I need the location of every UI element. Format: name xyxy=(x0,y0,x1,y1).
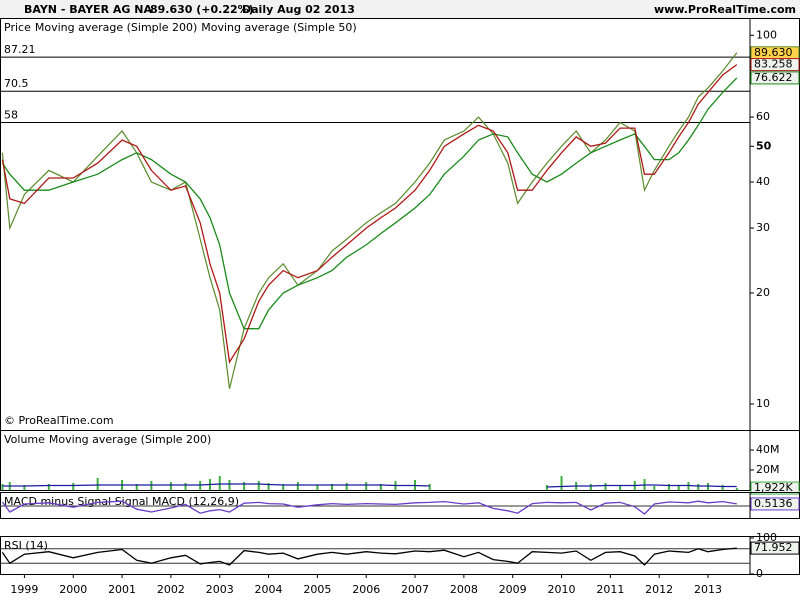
level-label: 58 xyxy=(4,108,18,121)
volume-bar xyxy=(428,484,431,490)
last-value-label: 76.622 xyxy=(754,71,793,84)
volume-bar xyxy=(545,485,548,490)
last-value-label: 83.258 xyxy=(754,58,793,71)
volume-bar xyxy=(135,484,138,490)
y-tick-label: 100 xyxy=(756,28,777,41)
volume-bar xyxy=(667,484,670,490)
copyright: © ProRealTime.com xyxy=(4,414,114,427)
volume-bar xyxy=(331,484,334,490)
volume-bar xyxy=(72,483,75,490)
volume-bar xyxy=(379,484,382,490)
legend-entry: Volume xyxy=(4,433,45,446)
series-line xyxy=(2,483,737,488)
volume-bar xyxy=(169,482,172,490)
volume-bar xyxy=(228,480,231,490)
last-value-label: 89.630 xyxy=(754,46,793,59)
last-value-box xyxy=(750,481,800,495)
volume-bar xyxy=(619,485,622,490)
volume-bar xyxy=(47,484,50,490)
level-label: 70.5 xyxy=(4,77,29,90)
volume-bar xyxy=(96,478,99,490)
last-value-label: 0.5136 xyxy=(754,497,793,510)
y-tick-label: 20 xyxy=(756,286,770,299)
quote: 89.630 (+0.22%) xyxy=(150,3,254,16)
y-tick-label: 20M xyxy=(756,463,780,476)
x-tick-label: 2009 xyxy=(499,583,527,596)
y-tick-label: 0 xyxy=(756,567,763,580)
panel-frame xyxy=(0,536,800,575)
volume-bar xyxy=(267,483,270,490)
volume-bar xyxy=(184,483,187,490)
y-tick-label: 100 xyxy=(756,531,777,544)
volume-bar xyxy=(282,484,285,490)
volume-bar xyxy=(257,481,260,490)
volume-bar xyxy=(296,482,299,490)
panel-title: RSI (14) xyxy=(4,539,48,552)
x-tick-label: 2007 xyxy=(401,583,429,596)
volume-bar xyxy=(316,485,319,490)
x-tick-label: 2004 xyxy=(255,583,283,596)
y-tick-label: 30 xyxy=(756,221,770,234)
volume-bar xyxy=(23,485,26,490)
x-tick-label: 2001 xyxy=(108,583,136,596)
symbol: BAYN - BAYER AG NA xyxy=(24,3,152,16)
volume-bar xyxy=(589,484,592,490)
header-bar xyxy=(0,0,800,18)
last-value-label: 1,922K xyxy=(754,481,793,494)
volume-bar xyxy=(218,476,221,490)
volume-bar xyxy=(653,486,656,490)
x-tick-label: 2008 xyxy=(450,583,478,596)
x-tick-label: 2006 xyxy=(352,583,380,596)
last-value-box xyxy=(750,71,800,85)
y-tick-label: 40 xyxy=(756,175,770,188)
legend-entry: Moving average (Simple 50) xyxy=(201,21,356,34)
series-line xyxy=(1,77,738,330)
volume-bar xyxy=(243,482,246,490)
y-tick-label: 60 xyxy=(756,110,770,123)
series-line xyxy=(1,547,737,566)
x-tick-label: 2013 xyxy=(694,583,722,596)
x-tick-label: 2003 xyxy=(206,583,234,596)
x-tick-label: 2010 xyxy=(548,583,576,596)
volume-bar xyxy=(697,484,700,490)
y-tick-label: 10 xyxy=(756,397,770,410)
legend-entry: Price xyxy=(4,21,31,34)
level-label: 87.21 xyxy=(4,43,36,56)
series-line xyxy=(1,500,737,515)
x-tick-label: 2011 xyxy=(596,583,624,596)
volume-bar xyxy=(677,485,680,490)
y-tick-label: 40M xyxy=(756,443,780,456)
x-tick-label: 1999 xyxy=(10,583,38,596)
x-tick-label: 2005 xyxy=(303,583,331,596)
last-value-box xyxy=(750,541,800,555)
volume-bar xyxy=(735,488,738,490)
period: Daily Aug 02 2013 xyxy=(242,3,355,16)
y-tick-label: 50 xyxy=(756,139,772,152)
x-tick-label: 2000 xyxy=(59,583,87,596)
series-line xyxy=(1,52,738,389)
last-value-box xyxy=(750,58,800,72)
x-tick-label: 2012 xyxy=(645,583,673,596)
last-value-box xyxy=(750,497,800,511)
legend-entry: Moving average (Simple 200) xyxy=(49,433,211,446)
volume-bar xyxy=(365,482,368,490)
volume-bar xyxy=(345,483,348,490)
last-value-label: 71.952 xyxy=(754,541,793,554)
panel-frame xyxy=(0,18,800,431)
x-tick-label: 2002 xyxy=(157,583,185,596)
volume-bar xyxy=(560,476,563,490)
series-line xyxy=(1,64,738,364)
legend-entry: Moving average (Simple 200) xyxy=(35,21,197,34)
volume-bar xyxy=(721,485,724,490)
site: www.ProRealTime.com xyxy=(654,3,796,16)
volume-bar xyxy=(604,483,607,490)
volume-bar xyxy=(1,484,4,490)
